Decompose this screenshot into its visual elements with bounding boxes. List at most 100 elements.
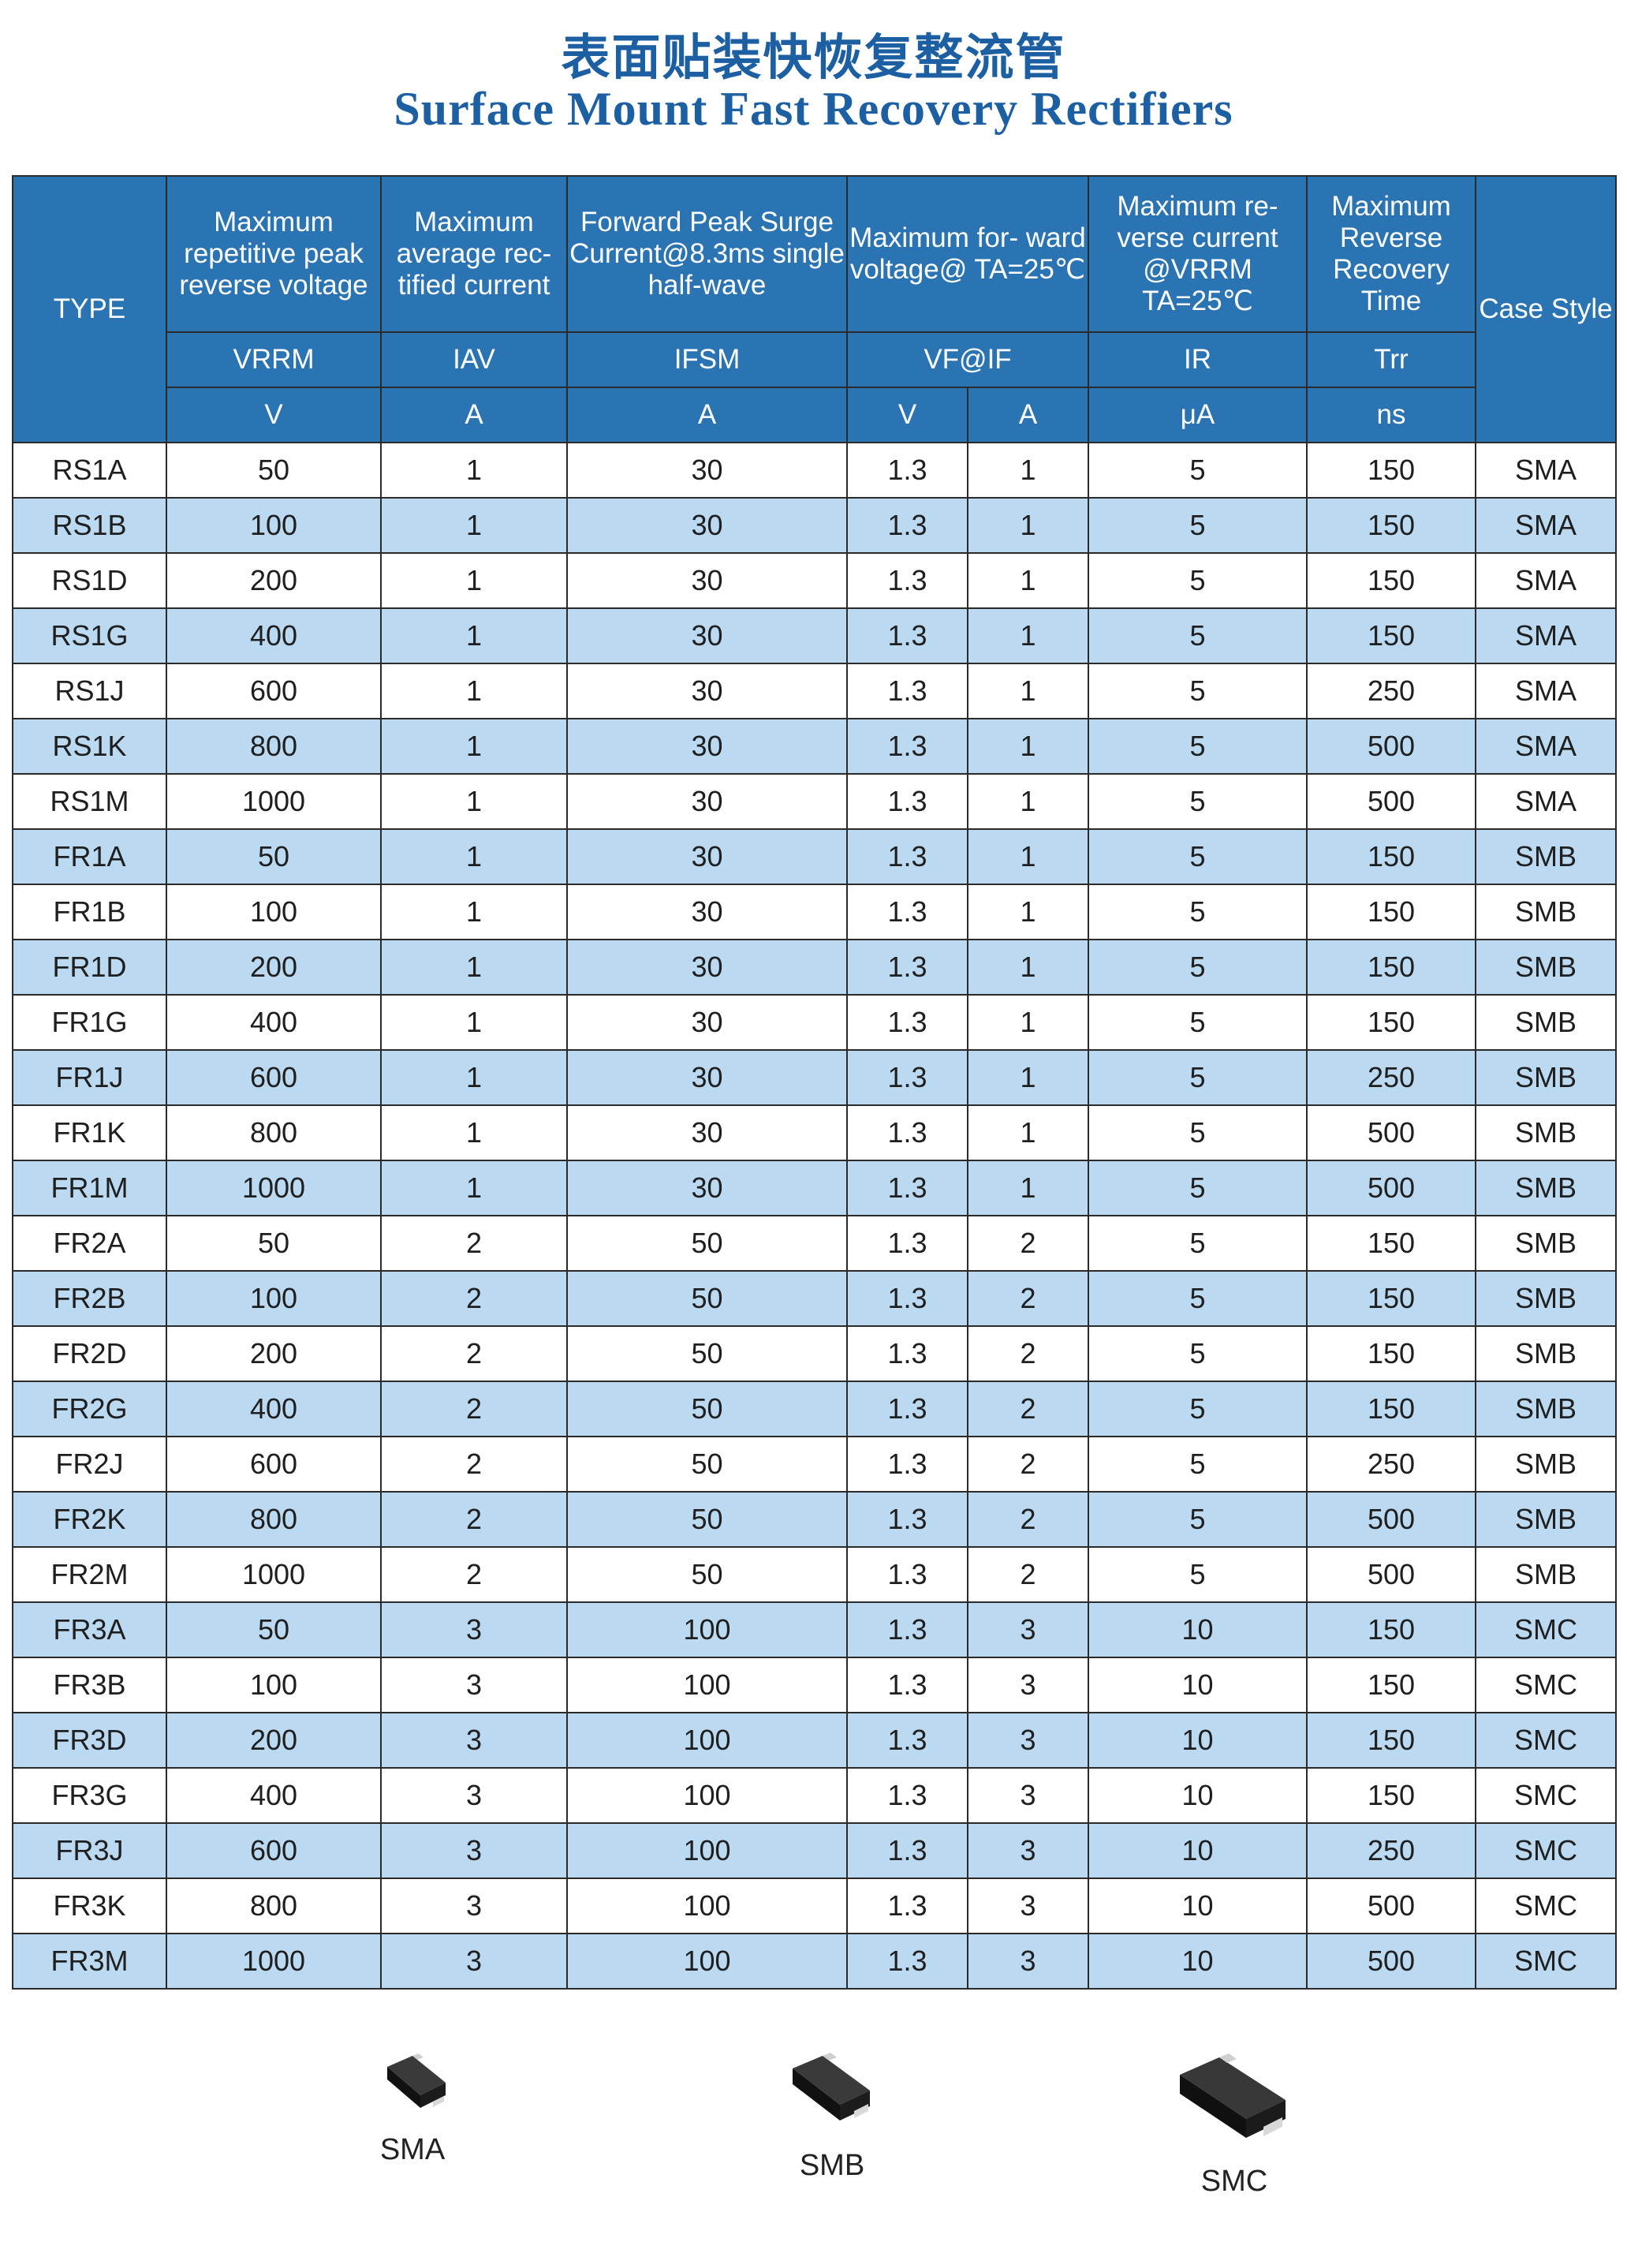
if-cell: 3	[967, 1712, 1089, 1769]
case-cell: SMB	[1475, 828, 1617, 885]
ifsm-cell: 30	[566, 497, 848, 554]
type-cell: RS1A	[12, 442, 167, 499]
iav-cell: 3	[380, 1767, 568, 1824]
vf-cell: 1.3	[846, 1160, 968, 1216]
case-cell: SMB	[1475, 1325, 1617, 1382]
col-case-header: Case Style	[1475, 175, 1617, 443]
case-cell: SMA	[1475, 773, 1617, 830]
vrrm-cell: 600	[166, 1822, 382, 1879]
table-row: FR3D 200 3 100 1.3 3 10 150 SMC	[12, 1712, 1617, 1769]
trr-cell: 150	[1306, 607, 1476, 664]
trr-cell: 500	[1306, 1878, 1476, 1934]
ir-cell: 10	[1088, 1712, 1308, 1769]
package-label-smc: SMC	[1200, 2165, 1268, 2198]
ir-cell: 5	[1088, 994, 1308, 1051]
iav-cell: 1	[380, 884, 568, 940]
case-cell: SMC	[1475, 1712, 1617, 1769]
package-sma: SMA	[318, 2051, 507, 2167]
ir-cell: 5	[1088, 718, 1308, 775]
table-row: FR2D 200 2 50 1.3 2 5 150 SMB	[12, 1325, 1617, 1382]
vrrm-cell: 50	[166, 442, 382, 499]
rectifier-spec-table: TYPE Maximum repetitive peak reverse vol…	[12, 175, 1617, 1990]
ifsm-cell: 30	[566, 718, 848, 775]
col-iav-unit: A	[380, 387, 568, 443]
vrrm-cell: 800	[166, 718, 382, 775]
iav-cell: 2	[380, 1381, 568, 1437]
col-trr-symbol: Trr	[1306, 331, 1476, 388]
type-cell: FR3K	[12, 1878, 167, 1934]
col-vrrm-symbol: VRRM	[166, 331, 382, 388]
type-cell: FR3A	[12, 1601, 167, 1658]
type-cell: RS1M	[12, 773, 167, 830]
iav-cell: 1	[380, 939, 568, 996]
smc-package-icon	[1180, 2053, 1286, 2138]
iav-cell: 3	[380, 1657, 568, 1713]
if-cell: 3	[967, 1767, 1089, 1824]
vf-cell: 1.3	[846, 497, 968, 554]
vrrm-cell: 600	[166, 663, 382, 719]
iav-cell: 3	[380, 1712, 568, 1769]
type-cell: FR2J	[12, 1436, 167, 1493]
col-trr-description: Maximum Reverse Recovery Time	[1306, 175, 1476, 333]
type-cell: FR1A	[12, 828, 167, 885]
if-cell: 2	[967, 1491, 1089, 1548]
type-cell: FR2D	[12, 1325, 167, 1382]
ifsm-cell: 100	[566, 1657, 848, 1713]
ifsm-cell: 100	[566, 1767, 848, 1824]
table-row: FR3A 50 3 100 1.3 3 10 150 SMC	[12, 1601, 1617, 1658]
trr-cell: 150	[1306, 442, 1476, 499]
vf-cell: 1.3	[846, 1049, 968, 1106]
type-cell: RS1G	[12, 607, 167, 664]
table-row: RS1B 100 1 30 1.3 1 5 150 SMA	[12, 497, 1617, 554]
case-cell: SMB	[1475, 1436, 1617, 1493]
ir-cell: 5	[1088, 497, 1308, 554]
col-iav-description: Maximum average rec- tified current	[380, 175, 568, 333]
trr-cell: 150	[1306, 828, 1476, 885]
if-cell: 3	[967, 1657, 1089, 1713]
ifsm-cell: 30	[566, 1049, 848, 1106]
table-row: FR2M 1000 2 50 1.3 2 5 500 SMB	[12, 1546, 1617, 1603]
vrrm-cell: 200	[166, 1325, 382, 1382]
iav-cell: 1	[380, 994, 568, 1051]
type-cell: FR2K	[12, 1491, 167, 1548]
iav-cell: 1	[380, 442, 568, 499]
col-type-header: TYPE	[12, 175, 167, 443]
ifsm-cell: 100	[566, 1933, 848, 1990]
ifsm-cell: 30	[566, 939, 848, 996]
vf-cell: 1.3	[846, 663, 968, 719]
ir-cell: 5	[1088, 1049, 1308, 1106]
ifsm-cell: 50	[566, 1381, 848, 1437]
iav-cell: 2	[380, 1325, 568, 1382]
col-if-unit: A	[967, 387, 1089, 443]
ifsm-cell: 30	[566, 773, 848, 830]
trr-cell: 250	[1306, 1822, 1476, 1879]
table-row: FR2K 800 2 50 1.3 2 5 500 SMB	[12, 1491, 1617, 1548]
table-header: TYPE Maximum repetitive peak reverse vol…	[12, 175, 1617, 443]
if-cell: 1	[967, 718, 1089, 775]
package-smb: SMB	[737, 2051, 927, 2183]
if-cell: 3	[967, 1933, 1089, 1990]
table-row: FR2G 400 2 50 1.3 2 5 150 SMB	[12, 1381, 1617, 1437]
trr-cell: 150	[1306, 994, 1476, 1051]
iav-cell: 1	[380, 1160, 568, 1216]
case-cell: SMB	[1475, 939, 1617, 996]
table-row: RS1D 200 1 30 1.3 1 5 150 SMA	[12, 552, 1617, 609]
package-smc: SMC	[1140, 2051, 1329, 2199]
vrrm-cell: 100	[166, 1657, 382, 1713]
case-cell: SMC	[1475, 1767, 1617, 1824]
ifsm-cell: 100	[566, 1822, 848, 1879]
trr-cell: 500	[1306, 1104, 1476, 1161]
trr-cell: 500	[1306, 1546, 1476, 1603]
ifsm-cell: 30	[566, 884, 848, 940]
col-vrrm-description: Maximum repetitive peak reverse voltage	[166, 175, 382, 333]
type-cell: RS1B	[12, 497, 167, 554]
trr-cell: 150	[1306, 1601, 1476, 1658]
ir-cell: 5	[1088, 1381, 1308, 1437]
ifsm-cell: 100	[566, 1712, 848, 1769]
col-vf-description: Maximum for- ward voltage@ TA=25℃	[846, 175, 1089, 333]
case-cell: SMA	[1475, 552, 1617, 609]
vrrm-cell: 50	[166, 828, 382, 885]
ifsm-cell: 30	[566, 663, 848, 719]
trr-cell: 150	[1306, 1381, 1476, 1437]
col-vf-unit: V	[846, 387, 968, 443]
